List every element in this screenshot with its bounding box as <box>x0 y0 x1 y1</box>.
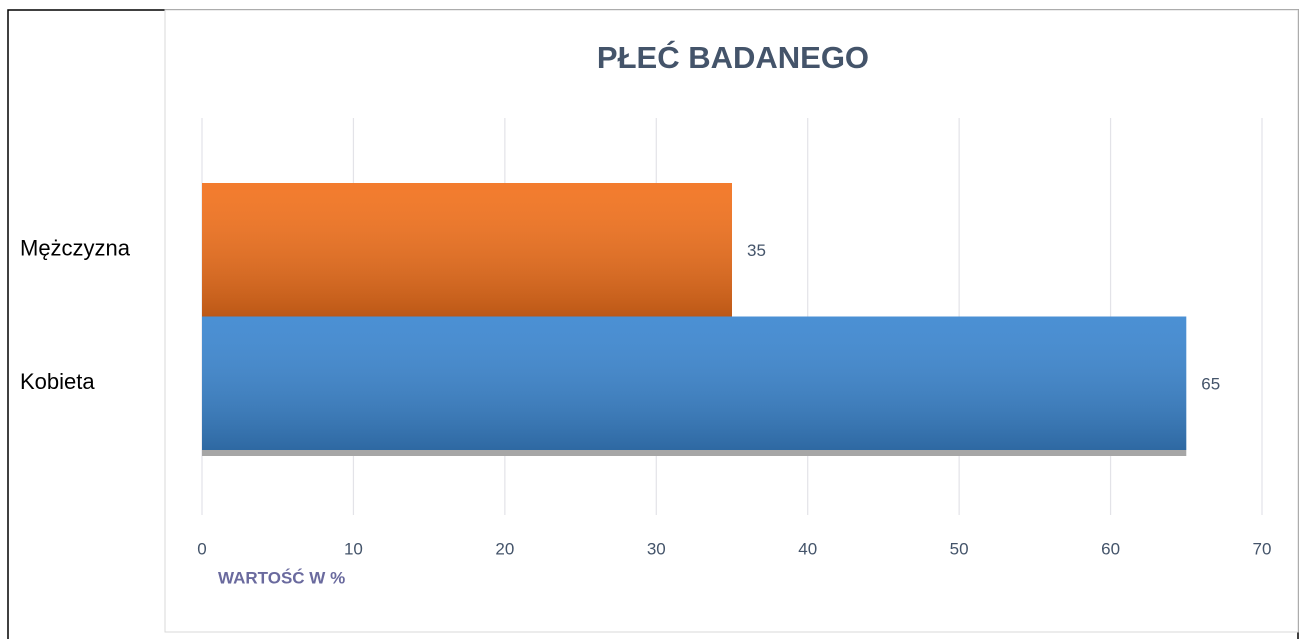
x-tick-label: 30 <box>647 539 666 558</box>
x-tick-label: 60 <box>1101 539 1120 558</box>
value-label: 35 <box>747 241 766 260</box>
x-tick-label: 50 <box>950 539 969 558</box>
category-label: Kobieta <box>20 369 95 394</box>
x-axis-label: WARTOŚĆ W % <box>218 568 345 587</box>
bars: Mężczyzna 35 Kobieta 65 <box>20 183 1220 456</box>
x-tick-label: 70 <box>1253 539 1272 558</box>
x-tick-label: 10 <box>344 539 363 558</box>
category-label: Mężczyzna <box>20 236 131 261</box>
bar-shade <box>202 183 732 317</box>
bar-shadow <box>202 450 1187 456</box>
value-label: 65 <box>1201 375 1220 394</box>
x-tick-label: 40 <box>798 539 817 558</box>
x-tick-label: 20 <box>495 539 514 558</box>
chart-title: PŁEĆ BADANEGO <box>597 39 869 75</box>
x-tick-label: 0 <box>197 539 206 558</box>
bar-shade <box>202 316 1187 450</box>
